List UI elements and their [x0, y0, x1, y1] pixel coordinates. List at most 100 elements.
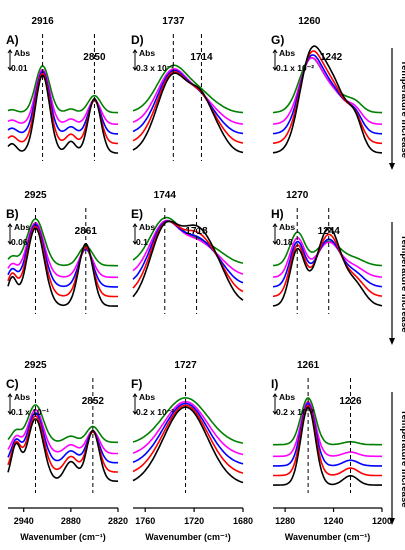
peak-label-3-2: 1242	[320, 52, 343, 63]
peak-label-7-1: 2925	[24, 360, 47, 371]
panel-label-5: E)	[131, 207, 143, 221]
peak-label-6-1: 1270	[286, 190, 309, 201]
peak-label-9-2: 1226	[339, 396, 362, 407]
scale-arrow-down-8	[132, 410, 138, 415]
series-line-9-1	[273, 406, 382, 486]
x-axis-label-3: Wavenumber (cm⁻¹)	[285, 532, 370, 542]
scale-arrow-up-8	[132, 393, 138, 398]
peak-label-5-1: 1744	[154, 190, 177, 201]
series-line-3-4	[273, 56, 382, 125]
series-line-8-2	[132, 404, 244, 474]
series-line-2-3	[132, 69, 244, 135]
x-tick-label-2-1: 1760	[135, 516, 155, 526]
scale-label-6: 0.18	[276, 237, 293, 247]
abs-label-7: Abs	[14, 392, 30, 402]
scale-arrow-up-6	[272, 223, 278, 228]
series-line-4-2	[7, 225, 118, 298]
series-line-7-4	[7, 409, 118, 455]
scale-arrow-down-7	[7, 410, 13, 415]
scale-label-7: 0.1 x 10⁻¹	[11, 407, 49, 417]
panel-label-4: B)	[6, 207, 19, 221]
abs-label-9: Abs	[279, 392, 295, 402]
scale-label-9: 0.2 x 10⁻²	[276, 407, 314, 417]
scale-arrow-up-1	[7, 49, 13, 54]
x-tick-label-1-3: 2820	[108, 516, 128, 526]
series-line-5-4	[132, 219, 244, 275]
panel-label-7: C)	[6, 377, 19, 391]
series-line-5-1	[132, 220, 244, 301]
temperature-arrowhead-3	[389, 518, 395, 525]
peak-label-6-2: 1244	[318, 226, 341, 237]
scale-arrow-down-9	[272, 410, 278, 415]
scale-arrow-up-7	[7, 393, 13, 398]
scale-label-2: 0.3 x 10⁻²	[136, 63, 174, 73]
scale-arrow-down-2	[132, 66, 138, 71]
panel-label-3: G)	[271, 33, 284, 47]
series-line-7-5	[7, 404, 118, 444]
scale-arrow-down-1	[7, 66, 13, 71]
peak-label-5-2: 1718	[185, 226, 208, 237]
peak-label-7-2: 2852	[82, 396, 105, 407]
peak-label-9-1: 1261	[297, 360, 320, 371]
peak-label-4-2: 2861	[75, 226, 98, 237]
scale-arrow-down-3	[272, 66, 278, 71]
series-line-5-3	[132, 220, 244, 284]
panel-label-2: D)	[131, 33, 144, 47]
scale-arrow-up-4	[7, 223, 13, 228]
abs-label-6: Abs	[279, 222, 295, 232]
series-line-1-5	[7, 65, 118, 114]
abs-label-1: Abs	[14, 48, 30, 58]
scale-label-3: 0.1 x 10⁻²	[276, 63, 314, 73]
scale-arrow-up-3	[272, 49, 278, 54]
series-line-4-5	[7, 218, 118, 267]
abs-label-4: Abs	[14, 222, 30, 232]
temperature-label-1: Temperature increase	[399, 60, 405, 158]
series-line-3-1	[272, 45, 383, 154]
series-line-8-3	[132, 402, 244, 465]
panel-label-8: F)	[131, 377, 142, 391]
series-line-9-4	[273, 400, 382, 458]
series-line-7-3	[7, 412, 118, 464]
series-line-8-1	[132, 406, 244, 484]
scale-label-4: 0.06	[11, 237, 28, 247]
series-line-9-2	[273, 404, 382, 477]
series-line-1-1	[7, 74, 119, 154]
series-line-8-5	[132, 397, 244, 444]
series-line-4-4	[7, 222, 118, 279]
temperature-arrowhead-1	[389, 163, 395, 170]
series-line-8-4	[132, 400, 244, 456]
x-tick-label-1-2: 2880	[61, 516, 81, 526]
x-axis-label-1: Wavenumber (cm⁻¹)	[20, 532, 105, 542]
series-line-1-2	[7, 72, 119, 145]
x-tick-label-3-2: 1240	[324, 516, 344, 526]
series-line-6-5	[272, 231, 382, 267]
series-line-2-5	[132, 64, 244, 114]
series-line-2-1	[132, 72, 244, 154]
scale-arrow-down-5	[132, 240, 138, 245]
abs-label-2: Abs	[139, 48, 155, 58]
peak-label-1-1: 2916	[31, 16, 54, 27]
scale-arrow-down-4	[7, 240, 13, 245]
abs-label-8: Abs	[139, 392, 155, 402]
series-line-6-3	[272, 238, 383, 288]
series-line-6-4	[272, 237, 383, 278]
x-tick-label-1-1: 2940	[14, 516, 34, 526]
scale-arrow-up-5	[132, 223, 138, 228]
abs-label-5: Abs	[139, 222, 155, 232]
x-tick-label-3-1: 1280	[275, 516, 295, 526]
scale-label-8: 0.2 x 10⁻²	[136, 407, 174, 417]
series-line-3-2	[272, 50, 382, 145]
series-line-6-2	[272, 233, 383, 298]
peak-label-2-2: 1714	[190, 52, 213, 63]
panel-label-6: H)	[271, 207, 284, 221]
series-line-4-1	[7, 227, 118, 307]
series-line-7-1	[7, 418, 118, 482]
scale-label-5: 0.1	[136, 237, 148, 247]
series-line-9-3	[273, 402, 382, 467]
panel-label-1: A)	[6, 33, 19, 47]
abs-label-3: Abs	[279, 48, 295, 58]
temperature-label-2: Temperature increase	[399, 234, 405, 332]
series-line-1-4	[7, 68, 118, 125]
x-tick-label-2-2: 1720	[184, 516, 204, 526]
